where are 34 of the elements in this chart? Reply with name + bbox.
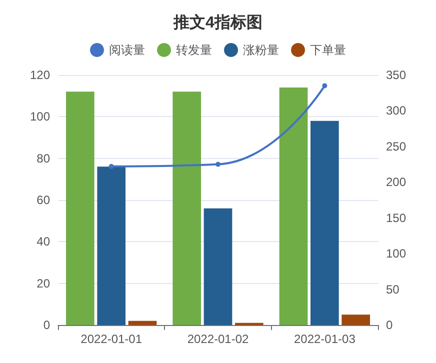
point (108, 164, 114, 169)
y2-tick-label: 0 (386, 318, 393, 332)
x-tick-label: 2022-01-03 (294, 332, 356, 346)
bar (310, 120, 339, 325)
y-tick-label: 100 (30, 110, 50, 124)
chart-title: 推文4指标图 (172, 14, 262, 32)
y-tick-label: 0 (43, 318, 50, 332)
bar (342, 314, 370, 325)
legend-label: 阅读量 (109, 43, 145, 57)
y-tick-label: 60 (36, 193, 50, 207)
y2-tick-label: 250 (386, 139, 406, 154)
bar (204, 208, 232, 325)
x-tick-label: 2022-01-01 (80, 332, 142, 346)
bar (279, 88, 308, 325)
point (322, 83, 328, 88)
y2-tick-label: 100 (386, 246, 406, 261)
y2-tick-label: 350 (386, 68, 406, 82)
point (216, 162, 220, 167)
y2-tick-label: 200 (386, 175, 406, 190)
legend-label: 转发量 (176, 43, 212, 57)
legend-label: 涨粉量 (243, 43, 279, 57)
x-tick-label: 2022-01-02 (187, 332, 250, 346)
bar (128, 320, 157, 325)
bar (97, 166, 126, 325)
y2-tick-label: 50 (386, 282, 400, 296)
bar (66, 92, 94, 325)
y-tick-label: 20 (36, 276, 50, 290)
y-tick-label: 120 (30, 68, 50, 82)
bar (172, 92, 201, 325)
y-tick-label: 40 (36, 234, 50, 249)
y2-tick-label: 150 (386, 210, 406, 225)
legend-label: 下单量 (310, 43, 346, 57)
y-tick-label: 80 (36, 151, 50, 166)
y2-tick-label: 300 (386, 104, 406, 118)
